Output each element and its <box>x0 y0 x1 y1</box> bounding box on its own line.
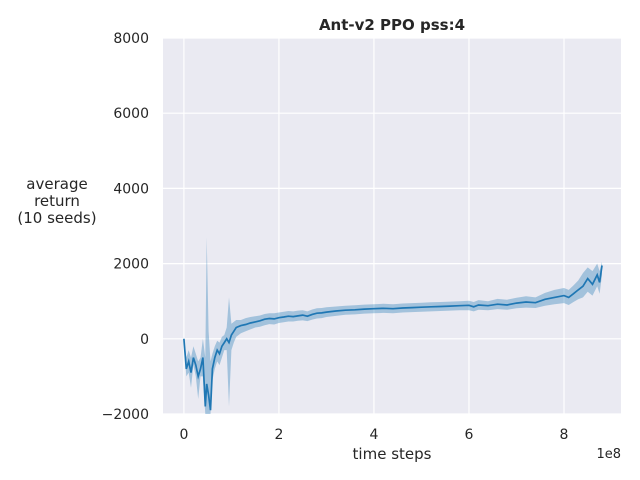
y-axis-label-line-3: (10 seeds) <box>17 209 96 227</box>
y-tick-label: 8000 <box>113 31 149 47</box>
y-tick-label: 6000 <box>113 106 149 122</box>
x-tick-label: 2 <box>274 427 283 443</box>
plot-background <box>163 38 621 414</box>
y-tick-label: −2000 <box>102 407 149 423</box>
series-line <box>183 265 603 411</box>
y-tick-label: 2000 <box>113 257 149 273</box>
y-tick-label: 0 <box>140 332 149 348</box>
grid <box>163 37 621 415</box>
x-tick-label: 4 <box>369 427 378 443</box>
y-axis-label-line-1: average <box>26 175 87 193</box>
x-axis-label: time steps <box>353 445 432 463</box>
y-axis-label-line-2: return <box>34 192 80 210</box>
y-tick-label: 4000 <box>113 181 149 197</box>
x-offset-label: 1e8 <box>596 447 621 462</box>
x-tick-label: 8 <box>560 427 569 443</box>
x-tick-label: 6 <box>465 427 474 443</box>
tick-labels: 0 2 4 6 8 −2000 0 2000 4000 6000 8000 <box>102 31 569 443</box>
x-tick-label: 0 <box>179 427 188 443</box>
chart-title: Ant-v2 PPO pss:4 <box>319 16 465 34</box>
